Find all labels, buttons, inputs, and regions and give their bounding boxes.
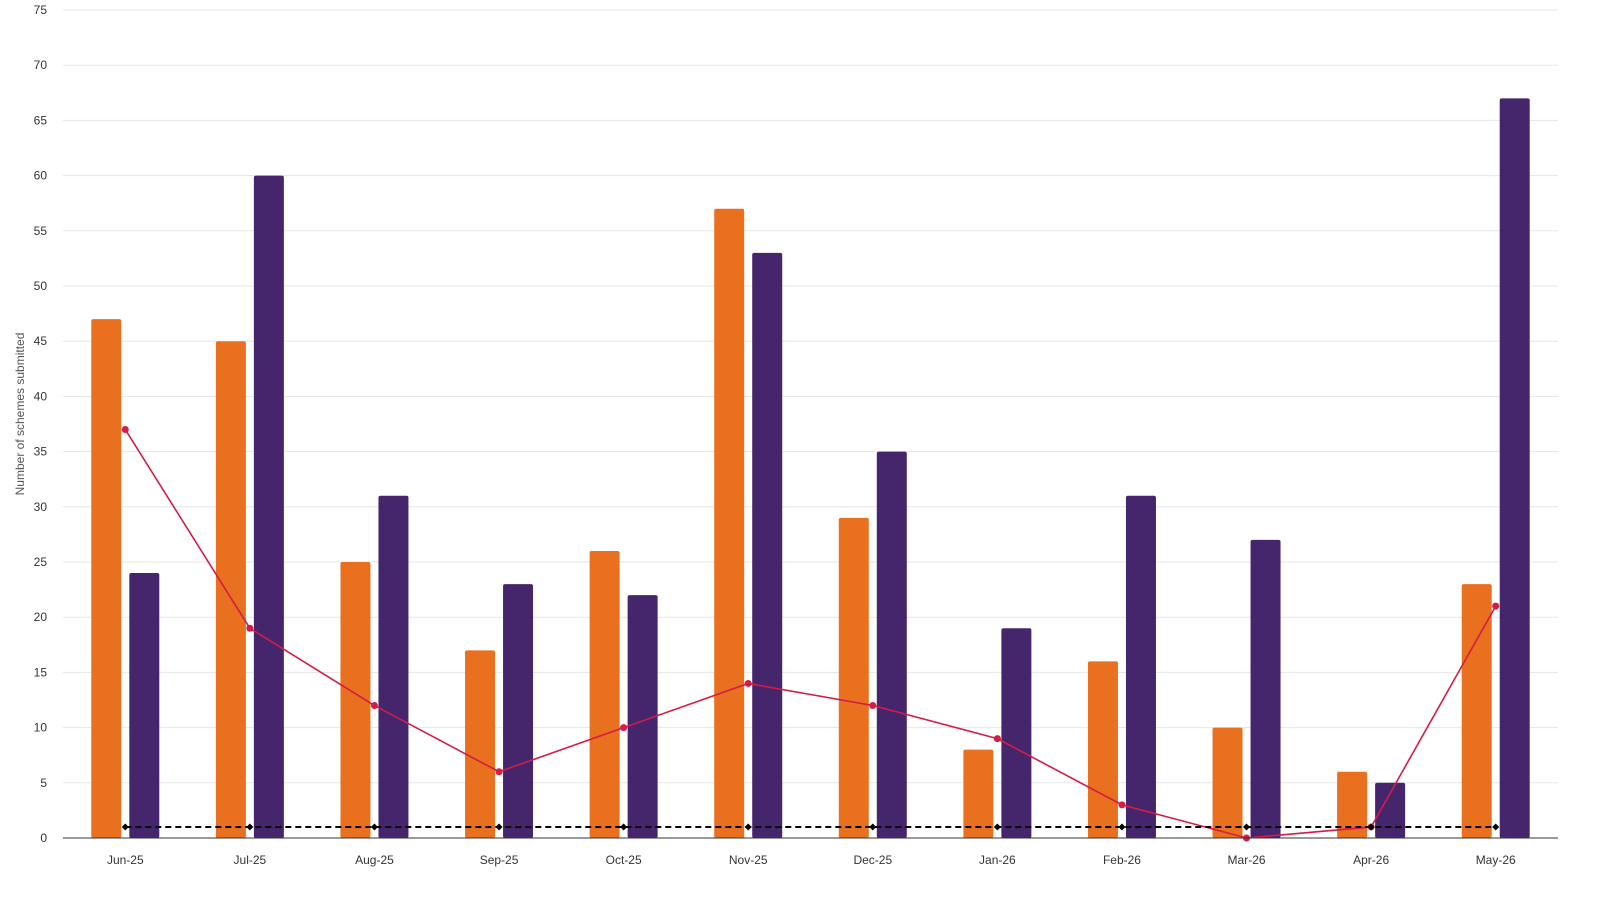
line-point xyxy=(1118,823,1126,831)
x-tick-label: Jun-25 xyxy=(107,853,144,867)
bar-series-1 xyxy=(838,517,869,838)
x-tick-label: Apr-26 xyxy=(1353,853,1389,867)
y-axis-ticks: 0 5 10 15 20 25 30 35 40 45 50 55 60 65 70 75 xyxy=(34,3,48,845)
y-tick-label: 40 xyxy=(34,389,48,403)
line-point xyxy=(869,823,877,831)
bar-series-1 xyxy=(1212,727,1243,838)
x-tick-label: May-26 xyxy=(1476,853,1516,867)
bar-series-1 xyxy=(91,319,122,838)
y-tick-label: 65 xyxy=(34,113,48,127)
x-tick-label: Jul-25 xyxy=(234,853,267,867)
y-tick-label: 50 xyxy=(34,279,48,293)
y-tick-label: 15 xyxy=(34,665,48,679)
line-point xyxy=(121,823,129,831)
bar-series-2 xyxy=(627,595,658,838)
bar-series-1 xyxy=(215,341,246,838)
bar-series-1 xyxy=(963,749,994,838)
y-tick-label: 75 xyxy=(34,3,48,17)
line-point xyxy=(1243,823,1251,831)
bar-series-1 xyxy=(340,562,371,838)
line-point xyxy=(1492,823,1500,831)
bar-series-2 xyxy=(253,175,284,839)
y-tick-label: 25 xyxy=(34,555,48,569)
y-tick-label: 55 xyxy=(34,224,48,238)
bar-series-2 xyxy=(752,252,783,838)
y-tick-label: 70 xyxy=(34,58,48,72)
line-point xyxy=(121,426,129,434)
y-tick-label: 30 xyxy=(34,500,48,514)
bar-series-2 xyxy=(129,573,160,838)
y-tick-label: 20 xyxy=(34,610,48,624)
bar-series-1 xyxy=(1087,661,1118,838)
line-point xyxy=(370,702,378,710)
y-tick-label: 5 xyxy=(40,776,47,790)
y-tick-label: 10 xyxy=(34,721,48,735)
bar-series-1 xyxy=(714,208,745,839)
x-tick-label: Mar-26 xyxy=(1228,853,1266,867)
bar-series-2 xyxy=(378,495,409,838)
y-tick-label: 60 xyxy=(34,169,48,183)
x-tick-label: Aug-25 xyxy=(355,853,394,867)
x-tick-label: Oct-25 xyxy=(606,853,642,867)
bar-series-1 xyxy=(465,650,496,838)
line-point xyxy=(620,823,628,831)
bar-series-2 xyxy=(1001,628,1032,838)
bar-series-1 xyxy=(1337,771,1368,838)
bar-series-2 xyxy=(1125,495,1156,838)
bar-series-2 xyxy=(1499,98,1530,838)
line-point xyxy=(495,823,503,831)
y-tick-label: 35 xyxy=(34,445,48,459)
line-point xyxy=(620,724,628,732)
bar-series-1 xyxy=(1461,584,1492,838)
line-point xyxy=(370,823,378,831)
line-point xyxy=(869,702,877,710)
line-point xyxy=(993,735,1001,743)
gridlines xyxy=(63,9,1558,784)
lines xyxy=(121,426,1500,842)
line-point xyxy=(744,823,752,831)
x-tick-label: Jan-26 xyxy=(979,853,1016,867)
line-point xyxy=(744,679,752,687)
line-point xyxy=(246,823,254,831)
y-tick-label: 0 xyxy=(40,831,47,845)
x-tick-label: Feb-26 xyxy=(1103,853,1141,867)
bar-series-2 xyxy=(876,451,907,838)
x-tick-label: Dec-25 xyxy=(853,853,892,867)
bar-series-2 xyxy=(503,584,534,838)
line-point xyxy=(1118,801,1126,809)
x-tick-label: Sep-25 xyxy=(480,853,519,867)
bar-series-1 xyxy=(589,550,620,838)
line-series-1 xyxy=(124,429,1497,839)
line-point xyxy=(1492,602,1500,610)
bar-series-2 xyxy=(1250,539,1281,838)
x-axis-ticks: Jun-25 Jul-25 Aug-25 Sep-25 Oct-25 Nov-25 Dec-… xyxy=(107,853,1516,867)
line-point xyxy=(1367,823,1375,831)
y-axis-title: Number of schemes submitted xyxy=(13,333,27,496)
line-point xyxy=(993,823,1001,831)
line-point xyxy=(246,624,254,632)
bar-series-2 xyxy=(1375,782,1406,838)
x-tick-label: Nov-25 xyxy=(729,853,768,867)
y-tick-label: 45 xyxy=(34,334,48,348)
bars xyxy=(91,98,1530,839)
line-point xyxy=(495,768,503,776)
